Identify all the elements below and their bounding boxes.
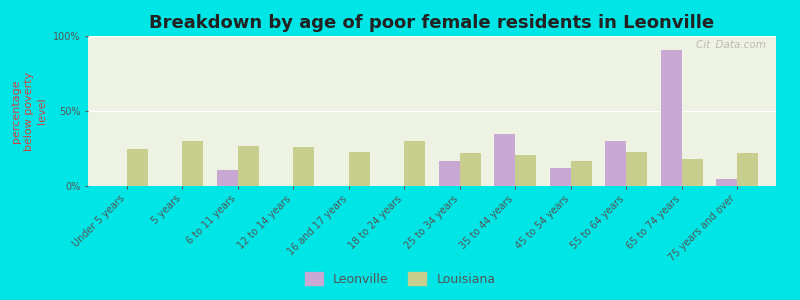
Bar [349,152,370,186]
Bar [550,168,570,186]
Bar [737,153,758,186]
Bar [515,154,536,186]
Bar [682,159,702,186]
Legend: Leonville, Louisiana: Leonville, Louisiana [299,267,501,291]
Bar [570,160,592,186]
Bar [605,141,626,186]
Bar [127,148,148,186]
Bar [404,141,426,186]
Bar [217,169,238,186]
Bar [661,50,682,186]
Bar [438,160,460,186]
Y-axis label: percentage
below poverty
level: percentage below poverty level [11,71,47,151]
Bar [238,146,259,186]
Text: Cit Data.com: Cit Data.com [696,40,766,50]
Bar [716,178,737,186]
Bar [494,134,515,186]
Title: Breakdown by age of poor female residents in Leonville: Breakdown by age of poor female resident… [150,14,714,32]
Bar [460,153,481,186]
Bar [182,141,203,186]
Bar [294,147,314,186]
Bar [626,152,647,186]
